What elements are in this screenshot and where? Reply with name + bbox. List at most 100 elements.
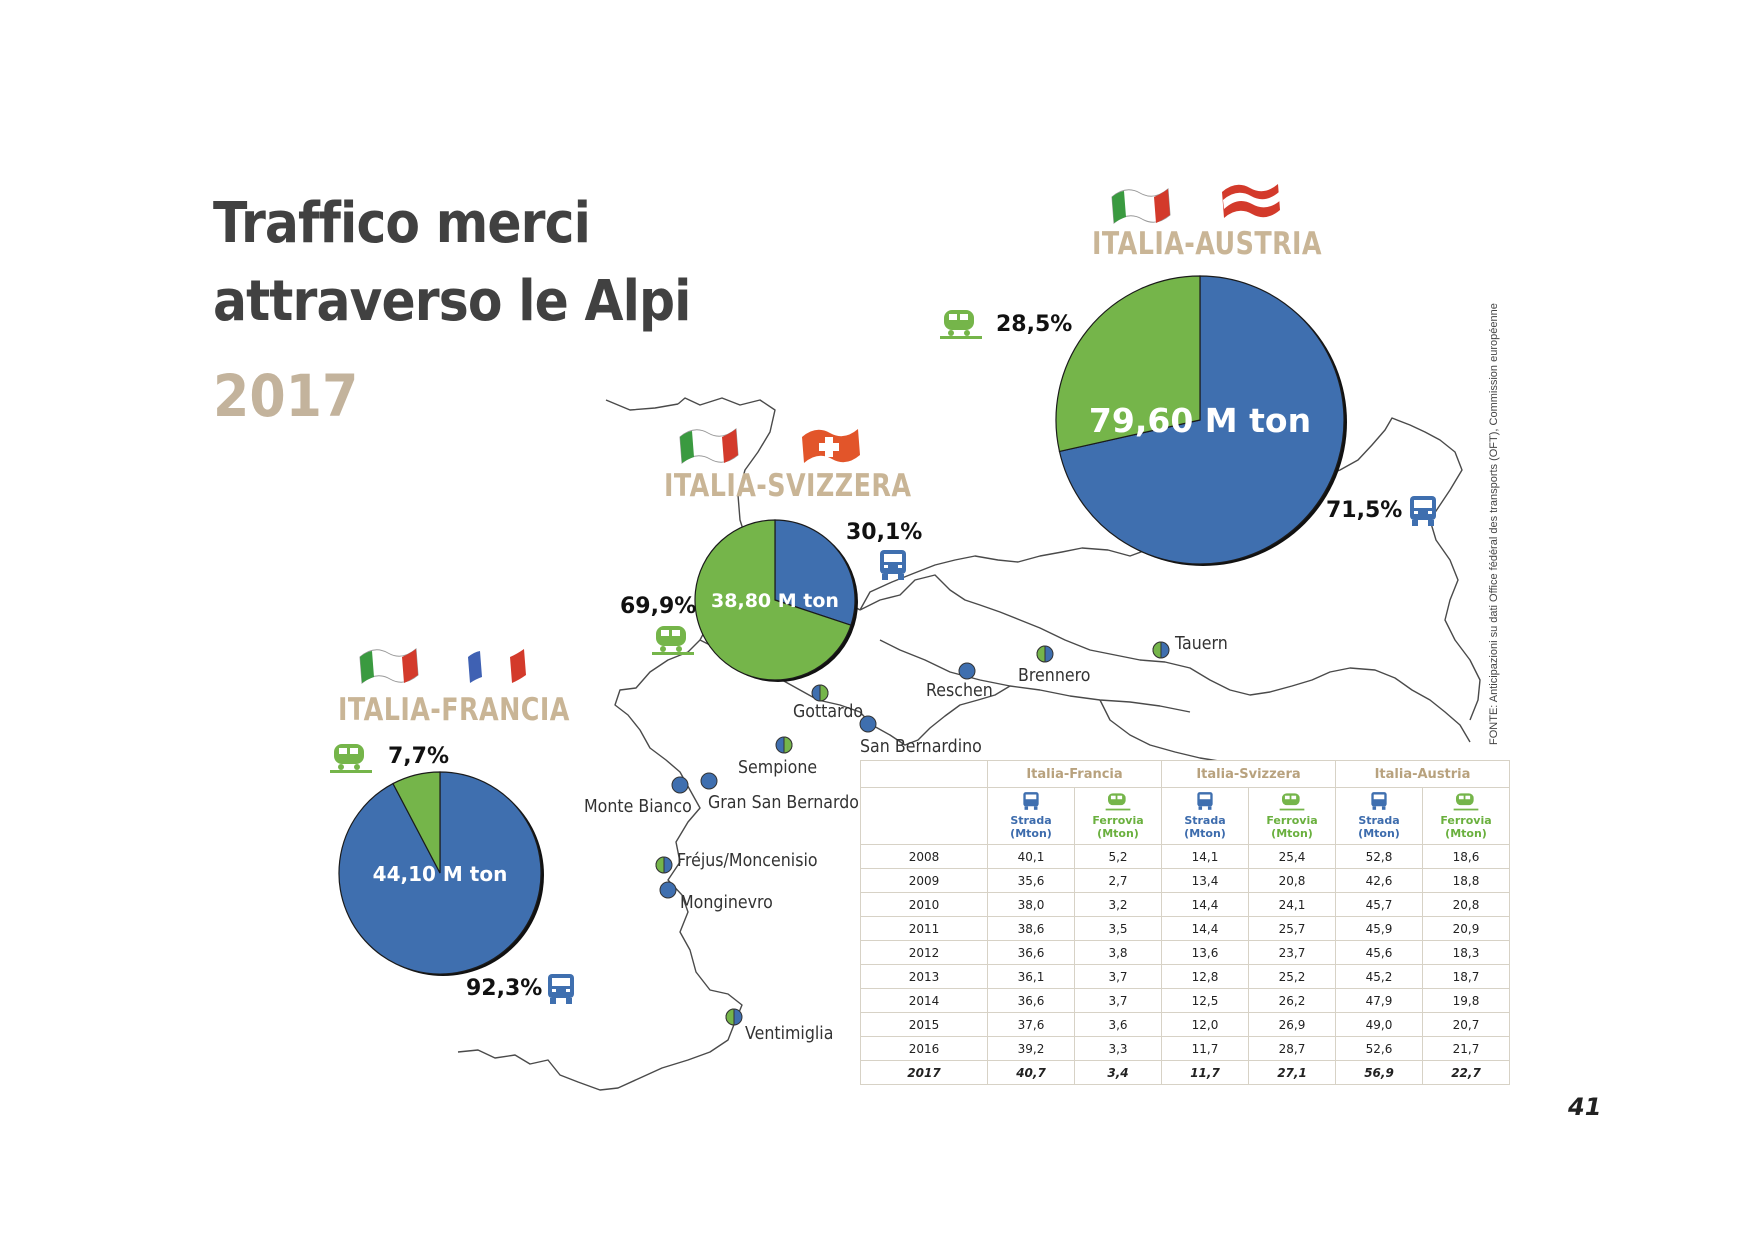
pct-rail-austria: 28,5% xyxy=(996,312,1073,337)
table-row: 2009 35,6 2,7 13,4 20,8 42,6 18,8 xyxy=(860,868,1510,893)
table-cell: 35,6 xyxy=(987,868,1075,893)
table-cell: 18,7 xyxy=(1422,964,1510,989)
pass-marker-san-bernardino xyxy=(859,715,877,733)
pct-road-francia: 92,3% xyxy=(466,976,543,1001)
table-cell: 3,7 xyxy=(1074,988,1162,1013)
table-row: 2015 37,6 3,6 12,0 26,9 49,0 20,7 xyxy=(860,1012,1510,1037)
country-label-francia: ITALIA-FRANCIA xyxy=(338,692,570,728)
table-cell: 2,7 xyxy=(1074,868,1162,893)
column-header-label: Strada (Mton) xyxy=(1184,814,1226,840)
pie-slice-strada xyxy=(1058,275,1345,565)
table-cell: 52,6 xyxy=(1335,1036,1423,1061)
pass-label-frejus: Fréjus/Moncenisio xyxy=(677,850,818,871)
table-cell: 36,6 xyxy=(987,940,1075,965)
table-row: 2011 38,6 3,5 14,4 25,7 45,9 20,9 xyxy=(860,916,1510,941)
table-cell: 22,7 xyxy=(1422,1060,1510,1085)
pass-label-brennero: Brennero xyxy=(1018,665,1091,686)
pass-label-san-bernardino: San Bernardino xyxy=(860,736,982,757)
table-cell: 52,8 xyxy=(1335,844,1423,869)
pass-marker-frejus xyxy=(655,856,673,874)
table-year-header xyxy=(860,787,988,845)
table-cell: 18,3 xyxy=(1422,940,1510,965)
pass-label-gottardo: Gottardo xyxy=(793,701,864,722)
truck-icon xyxy=(1371,792,1387,810)
pass-marker-monginevro xyxy=(659,881,677,899)
title-line-2: attraverso le Alpi xyxy=(213,269,691,334)
year-label: 2017 xyxy=(213,362,359,430)
table-cell: 25,2 xyxy=(1248,964,1336,989)
table-cell: 25,4 xyxy=(1248,844,1336,869)
pie-slice-strada xyxy=(774,519,856,626)
table-row: 2010 38,0 3,2 14,4 24,1 45,7 20,8 xyxy=(860,892,1510,917)
table-row: 2013 36,1 3,7 12,8 25,2 45,2 18,7 xyxy=(860,964,1510,989)
flag-austria-icon xyxy=(1222,184,1280,218)
column-header-label: Ferrovia (Mton) xyxy=(1266,814,1318,840)
table-cell: 5,2 xyxy=(1074,844,1162,869)
pass-label-gran-san-bernardo: Gran San Bernardo xyxy=(708,792,859,813)
truck-icon xyxy=(1197,792,1213,810)
table-cell-year: 2014 xyxy=(860,988,988,1013)
pass-marker-reschen xyxy=(958,662,976,680)
table-cell: 36,1 xyxy=(987,964,1075,989)
table-cell: 23,7 xyxy=(1248,940,1336,965)
pie-total-label: 38,80 M ton xyxy=(711,590,839,612)
pass-label-monginevro: Monginevro xyxy=(680,892,773,913)
column-header: Strada (Mton) xyxy=(987,787,1075,845)
pass-marker-gottardo xyxy=(811,684,829,702)
table-cell-year: 2012 xyxy=(860,940,988,965)
flag-italy-icon-austria xyxy=(1111,187,1171,225)
pie-chart-austria: 79,60 M ton xyxy=(1055,275,1347,566)
table-cell: 12,0 xyxy=(1161,1012,1249,1037)
pie-total-label: 44,10 M ton xyxy=(373,862,508,886)
table-row: 2008 40,1 5,2 14,1 25,4 52,8 18,6 xyxy=(860,844,1510,869)
table-cell: 3,8 xyxy=(1074,940,1162,965)
table-cell: 20,9 xyxy=(1422,916,1510,941)
pct-road-austria: 71,5% xyxy=(1326,498,1403,523)
truck-icon xyxy=(880,550,906,580)
title-line-1: Traffico merci xyxy=(213,191,591,256)
table-cell: 11,7 xyxy=(1161,1036,1249,1061)
table-cell: 38,6 xyxy=(987,916,1075,941)
pie-chart-svizzera: 38,80 M ton xyxy=(694,519,858,682)
table-cell-year: 2010 xyxy=(860,892,988,917)
table-cell: 49,0 xyxy=(1335,1012,1423,1037)
table-corner xyxy=(860,760,988,788)
page-title: Traffico merci attraverso le Alpi xyxy=(213,185,691,341)
train-icon xyxy=(1105,793,1131,811)
pass-marker-ventimiglia xyxy=(725,1008,743,1026)
table-cell: 37,6 xyxy=(987,1012,1075,1037)
column-header-label: Ferrovia (Mton) xyxy=(1092,814,1144,840)
table-cell-year: 2015 xyxy=(860,1012,988,1037)
table-cell: 20,8 xyxy=(1422,892,1510,917)
table-row: 2017 40,7 3,4 11,7 27,1 56,9 22,7 xyxy=(860,1060,1510,1085)
pass-label-ventimiglia: Ventimiglia xyxy=(745,1023,834,1044)
table-row: 2012 36,6 3,8 13,6 23,7 45,6 18,3 xyxy=(860,940,1510,965)
table-cell: 3,4 xyxy=(1074,1060,1162,1085)
table-cell: 13,6 xyxy=(1161,940,1249,965)
table-cell: 3,7 xyxy=(1074,964,1162,989)
table-cell: 12,5 xyxy=(1161,988,1249,1013)
train-icon xyxy=(330,744,372,773)
pass-marker-gran-san-bernardo xyxy=(700,772,718,790)
table-row: 2014 36,6 3,7 12,5 26,2 47,9 19,8 xyxy=(860,988,1510,1013)
table-cell: 14,1 xyxy=(1161,844,1249,869)
table-cell: 3,3 xyxy=(1074,1036,1162,1061)
train-icon xyxy=(652,626,694,655)
pass-label-monte-bianco: Monte Bianco xyxy=(584,796,692,817)
table-cell: 45,2 xyxy=(1335,964,1423,989)
truck-icon xyxy=(1410,496,1436,526)
table-cell: 40,7 xyxy=(987,1060,1075,1085)
pass-marker-brennero xyxy=(1036,645,1054,663)
column-header-label: Strada (Mton) xyxy=(1358,814,1400,840)
table-cell-year: 2016 xyxy=(860,1036,988,1061)
group-header-francia: Italia-Francia xyxy=(987,760,1162,788)
train-icon xyxy=(1279,793,1305,811)
table-cell: 26,9 xyxy=(1248,1012,1336,1037)
column-header: Ferrovia (Mton) xyxy=(1074,787,1162,845)
traffic-data-table: Italia-Francia Italia-Svizzera Italia-Au… xyxy=(860,760,1510,1085)
table-row: 2016 39,2 3,3 11,7 28,7 52,6 21,7 xyxy=(860,1036,1510,1061)
table-cell: 28,7 xyxy=(1248,1036,1336,1061)
table-cell: 27,1 xyxy=(1248,1060,1336,1085)
pass-label-tauern: Tauern xyxy=(1175,633,1228,654)
table-cell: 19,8 xyxy=(1422,988,1510,1013)
